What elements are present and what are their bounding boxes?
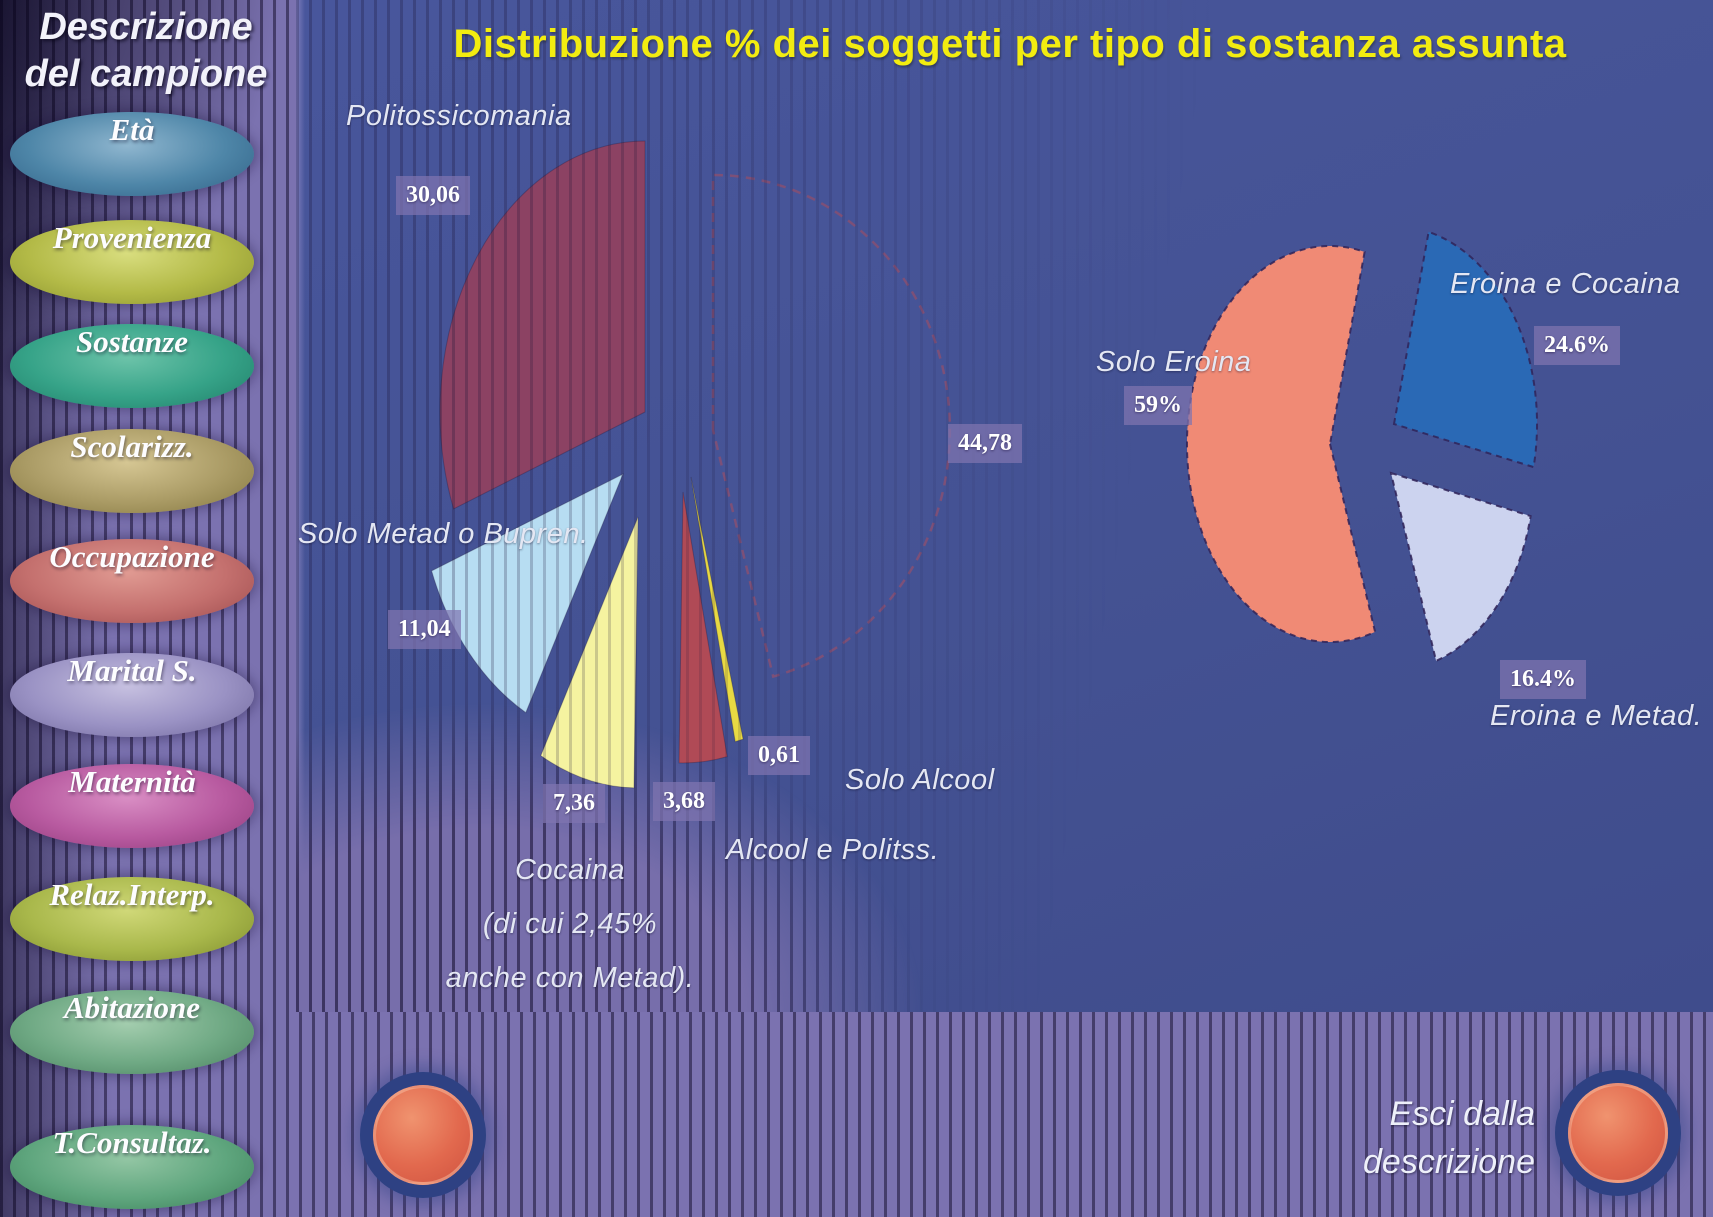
sidebar-item-scolarizz[interactable]: Scolarizz. — [10, 429, 254, 513]
nav-button[interactable] — [373, 1085, 473, 1185]
sidebar-title-line1: Descrizione — [39, 6, 253, 48]
sidebar: Descrizione del campione Età Provenienza S… — [0, 0, 296, 1217]
sidebar-item-label: Occupazione — [49, 539, 215, 574]
pie-slice-eroina-e-cocaina — [1392, 230, 1539, 469]
sidebar-item-label: Scolarizz. — [70, 429, 194, 464]
exit-button[interactable] — [1568, 1083, 1668, 1183]
sidebar-item-relaz-interp[interactable]: Relaz.Interp. — [10, 877, 254, 961]
sidebar-item-label: Abitazione — [63, 990, 201, 1025]
sidebar-item-occupazione[interactable]: Occupazione — [10, 539, 254, 623]
pie-slice-eroina-e-metad — [1389, 471, 1532, 663]
exit-label-line1: Esci dalla — [1389, 1095, 1535, 1133]
sidebar-item-label: Età — [109, 112, 155, 147]
pie-slice-solo-eroina — [1185, 245, 1377, 643]
sidebar-item-label: Sostanze — [76, 324, 188, 359]
sidebar-item-maternita[interactable]: Maternità — [10, 764, 254, 848]
sidebar-item-label: Relaz.Interp. — [49, 877, 215, 912]
sidebar-item-eta[interactable]: Età — [10, 112, 254, 196]
sidebar-item-label: Maternità — [68, 764, 196, 799]
sidebar-item-label: T.Consultaz. — [52, 1125, 212, 1160]
sidebar-item-label: Provenienza — [52, 220, 212, 255]
sidebar-item-sostanze[interactable]: Sostanze — [10, 324, 254, 408]
sidebar-item-marital-s[interactable]: Marital S. — [10, 653, 254, 737]
exit-label-line2: descrizione — [1363, 1143, 1535, 1181]
pie-slice-dashed — [711, 173, 952, 679]
exit-label: Esci dalla descrizione — [1363, 1090, 1535, 1186]
sidebar-item-t-consultaz[interactable]: T.Consultaz. — [10, 1125, 254, 1209]
sidebar-item-label: Marital S. — [67, 653, 197, 688]
sidebar-item-abitazione[interactable]: Abitazione — [10, 990, 254, 1074]
page-title: Distribuzione % dei soggetti per tipo di… — [453, 22, 1567, 66]
sidebar-title-line2: del campione — [24, 53, 268, 95]
pie-slice-politossicomania — [439, 140, 646, 510]
sidebar-title: Descrizione del campione — [0, 4, 292, 98]
sidebar-item-provenienza[interactable]: Provenienza — [10, 220, 254, 304]
